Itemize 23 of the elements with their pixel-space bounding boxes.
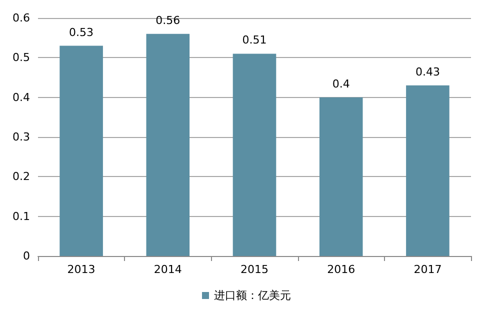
x-tick-label: 2017 <box>414 263 442 276</box>
legend-label: 进口额：亿美元 <box>214 289 291 302</box>
data-label: 0.56 <box>156 14 180 27</box>
x-tick-label: 2015 <box>240 263 268 276</box>
data-label: 0.51 <box>242 34 267 47</box>
y-tick-label: 0.4 <box>12 90 30 104</box>
y-tick-label: 0.2 <box>12 170 30 184</box>
y-tick-label: 0.5 <box>12 51 30 64</box>
bar <box>319 97 363 256</box>
bar <box>232 54 276 256</box>
bar <box>60 46 103 256</box>
bar <box>406 85 450 256</box>
data-label: 0.4 <box>332 77 350 90</box>
x-tick-label: 2016 <box>327 263 356 276</box>
y-tick-label: 0 <box>23 250 30 262</box>
y-tick-label: 0.6 <box>12 12 30 24</box>
data-label: 0.53 <box>69 26 94 39</box>
y-tick-label: 0.3 <box>12 130 30 144</box>
bar <box>146 34 190 256</box>
x-tick-label: 2013 <box>67 263 96 276</box>
x-tick-label: 2014 <box>154 263 182 276</box>
data-label: 0.43 <box>415 65 440 78</box>
y-tick-label: 0.1 <box>12 210 30 223</box>
